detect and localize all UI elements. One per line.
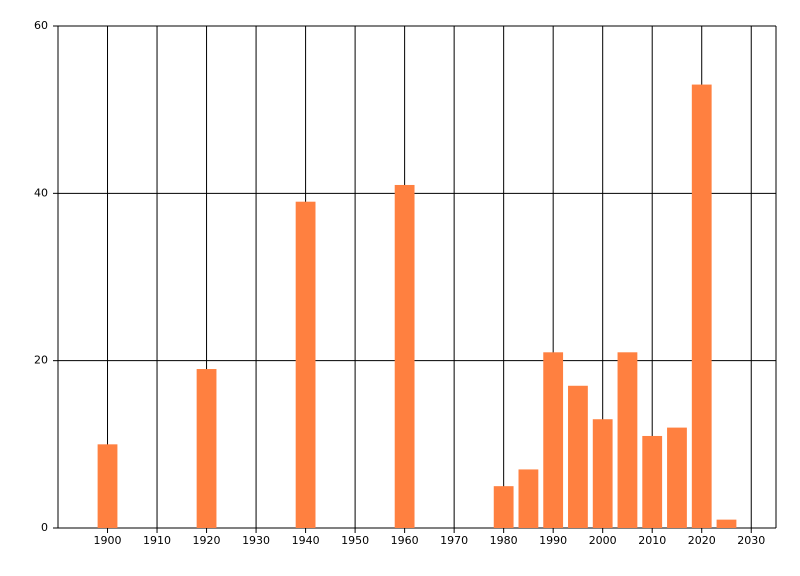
bar [295, 201, 316, 528]
x-tick-label: 1960 [391, 534, 419, 547]
bar [196, 369, 217, 528]
y-tick-label: 20 [34, 354, 48, 367]
bar [518, 469, 539, 528]
x-tick-label: 2020 [688, 534, 716, 547]
bar [493, 486, 514, 528]
bar [642, 435, 663, 528]
x-tick-label: 1950 [341, 534, 369, 547]
y-tick-label: 40 [34, 186, 48, 199]
bar [543, 352, 564, 528]
x-tick-label: 2030 [737, 534, 765, 547]
bar [394, 184, 415, 528]
bar [617, 352, 638, 528]
bar [592, 419, 613, 528]
y-tick-label: 60 [34, 19, 48, 32]
bar [691, 84, 712, 529]
bar [97, 444, 118, 528]
x-tick-label: 2000 [589, 534, 617, 547]
y-tick-label: 0 [41, 521, 48, 534]
x-tick-label: 1900 [94, 534, 122, 547]
x-tick-label: 1910 [143, 534, 171, 547]
x-tick-label: 1930 [242, 534, 270, 547]
x-tick-label: 1920 [193, 534, 221, 547]
bar [716, 519, 737, 528]
x-tick-label: 1980 [490, 534, 518, 547]
x-tick-label: 1970 [440, 534, 468, 547]
x-tick-label: 2010 [638, 534, 666, 547]
bar [568, 385, 588, 528]
x-tick-label: 1990 [539, 534, 567, 547]
bar [667, 427, 687, 528]
x-tick-label: 1940 [292, 534, 320, 547]
